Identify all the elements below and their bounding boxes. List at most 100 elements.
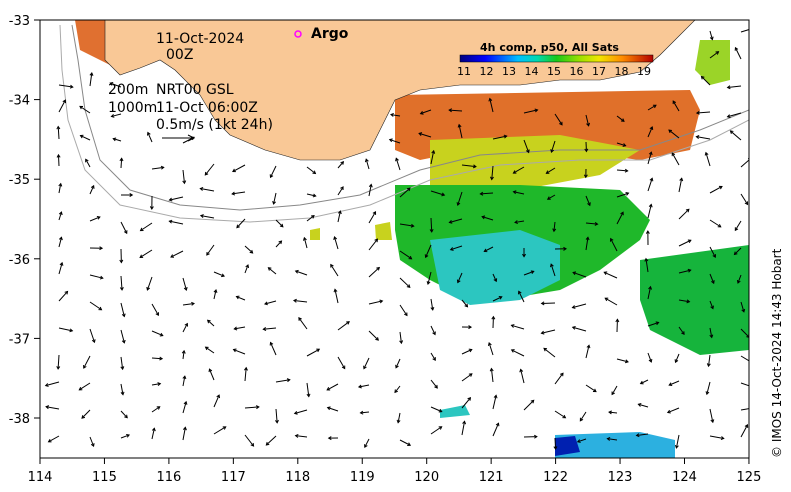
time-label: 00Z — [166, 47, 193, 63]
current-vector — [182, 303, 195, 306]
current-vector-head — [571, 305, 576, 309]
current-vector-head — [655, 321, 660, 326]
current-vector — [547, 194, 556, 200]
current-vector — [730, 130, 742, 141]
current-vector-head — [695, 110, 700, 115]
current-vector — [232, 164, 246, 172]
current-vector — [708, 354, 711, 367]
current-vector — [430, 406, 442, 413]
current-vector — [334, 289, 339, 304]
current-vector-head — [59, 261, 64, 266]
current-vector-head — [608, 410, 612, 415]
current-vector — [647, 352, 652, 363]
current-vector-head — [594, 221, 599, 226]
current-vector-head — [274, 419, 279, 424]
current-vector-head — [120, 391, 125, 396]
current-vector — [57, 354, 60, 369]
current-vector-head — [687, 239, 692, 244]
current-vector-head — [58, 182, 63, 187]
current-vector-head — [232, 348, 237, 353]
current-vector — [461, 421, 466, 436]
current-vector-head — [648, 358, 653, 363]
current-vector-head — [685, 208, 690, 213]
current-vector-head — [250, 442, 255, 447]
current-vector-head — [468, 348, 473, 353]
x-tick-label: 118 — [285, 470, 310, 485]
current-vector-head — [503, 134, 508, 139]
current-vector-head — [563, 246, 567, 251]
current-vector — [182, 277, 187, 291]
current-vector-head — [112, 137, 117, 142]
current-vector — [585, 222, 598, 225]
current-vector-head — [530, 399, 535, 404]
current-vector — [110, 82, 122, 88]
current-vector-head — [430, 306, 435, 311]
current-vector — [427, 271, 432, 285]
current-vector — [430, 298, 434, 310]
current-vector-head — [406, 187, 411, 192]
current-vector-head — [44, 383, 49, 387]
current-vector — [572, 271, 587, 278]
current-vector — [616, 115, 625, 122]
current-vector-head — [160, 165, 165, 170]
current-vector-head — [368, 183, 373, 188]
current-vector — [306, 166, 316, 174]
current-vector — [89, 301, 102, 311]
current-vector — [151, 428, 155, 440]
current-vector — [334, 236, 339, 250]
current-vector — [182, 427, 186, 441]
current-vector-head — [184, 322, 189, 327]
current-vector-head — [206, 319, 211, 324]
current-vector — [89, 436, 95, 447]
current-vector-head — [752, 407, 755, 410]
current-vector-head — [481, 215, 486, 220]
current-vector — [554, 410, 566, 419]
current-vector-head — [90, 184, 95, 189]
colorbar-tick-label: 12 — [480, 65, 494, 78]
current-vector — [293, 300, 308, 303]
colorbar-tick-label: 17 — [592, 65, 606, 78]
current-vector — [89, 72, 93, 87]
current-vector-head — [379, 299, 384, 304]
current-vector-head — [124, 414, 128, 419]
current-vector — [734, 247, 742, 255]
current-vector-head — [635, 433, 640, 438]
y-tick-label: -35 — [9, 173, 30, 188]
depth-1000-label: 1000m — [108, 100, 157, 116]
current-vector — [326, 383, 339, 391]
current-vector-head — [121, 313, 126, 318]
current-vector-head — [265, 441, 270, 446]
current-vector-head — [648, 151, 653, 156]
current-vector — [696, 111, 711, 114]
current-vector-head — [91, 339, 96, 344]
current-vector-head — [208, 368, 213, 373]
current-vector-head — [710, 305, 714, 310]
current-vector-head — [98, 306, 103, 311]
current-vector-head — [671, 152, 676, 157]
current-vector-head — [534, 108, 539, 113]
current-vector-head — [438, 408, 443, 413]
current-vector — [457, 272, 463, 283]
x-tick-label: 120 — [414, 470, 439, 485]
colorbar-tick-label: 19 — [637, 65, 651, 78]
x-tick-label: 115 — [92, 470, 117, 485]
current-vector — [79, 105, 91, 114]
current-vector-head — [232, 168, 236, 173]
current-vector — [461, 299, 468, 308]
current-vector — [368, 300, 383, 305]
current-vector — [449, 218, 463, 223]
current-vector-head — [69, 84, 74, 89]
current-vector-head — [372, 210, 377, 215]
current-vector — [58, 99, 66, 113]
current-vector — [80, 135, 91, 141]
current-vector-head — [449, 247, 454, 251]
current-vector-head — [233, 326, 238, 331]
current-vector — [295, 270, 308, 276]
current-vector-head — [183, 400, 188, 405]
current-vector-head — [687, 268, 692, 273]
current-vector-head — [123, 230, 128, 235]
current-vector-head — [286, 378, 291, 383]
current-vector-head — [530, 270, 535, 275]
current-vector-head — [182, 180, 187, 185]
current-vector — [306, 215, 315, 222]
